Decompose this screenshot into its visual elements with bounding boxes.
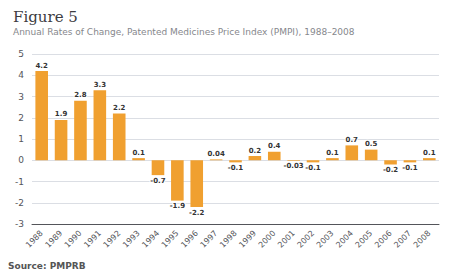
svg-text:2006: 2006 xyxy=(373,229,394,250)
svg-text:0.5: 0.5 xyxy=(365,140,378,148)
svg-text:2003: 2003 xyxy=(315,229,336,250)
svg-text:-0.7: -0.7 xyxy=(150,177,165,185)
svg-text:4.2: 4.2 xyxy=(35,62,48,70)
svg-text:0.2: 0.2 xyxy=(249,147,262,155)
svg-text:0.1: 0.1 xyxy=(423,149,436,157)
svg-text:4: 4 xyxy=(18,70,24,80)
svg-text:3.3: 3.3 xyxy=(94,81,107,89)
svg-text:5: 5 xyxy=(18,49,24,59)
svg-text:Source: PMPRB: Source: PMPRB xyxy=(8,261,86,271)
svg-text:0.4: 0.4 xyxy=(268,142,281,150)
svg-text:1996: 1996 xyxy=(179,229,200,250)
svg-text:2008: 2008 xyxy=(412,229,433,250)
svg-text:2: 2 xyxy=(18,113,24,123)
svg-text:2002: 2002 xyxy=(295,229,316,250)
svg-text:1988: 1988 xyxy=(24,229,45,250)
svg-text:0: 0 xyxy=(18,155,24,165)
svg-text:1: 1 xyxy=(18,134,24,144)
svg-text:2004: 2004 xyxy=(334,229,355,250)
svg-text:Annual Rates of Change, Patent: Annual Rates of Change, Patented Medicin… xyxy=(13,27,355,37)
svg-text:3: 3 xyxy=(18,92,24,102)
svg-text:2005: 2005 xyxy=(354,229,375,250)
svg-text:-2: -2 xyxy=(15,198,24,208)
svg-text:2000: 2000 xyxy=(257,229,278,250)
svg-text:1.9: 1.9 xyxy=(55,110,68,118)
svg-text:1995: 1995 xyxy=(160,229,181,250)
svg-text:-0.2: -0.2 xyxy=(383,166,398,174)
svg-text:1992: 1992 xyxy=(102,229,123,250)
svg-text:1994: 1994 xyxy=(140,229,161,250)
svg-text:-1.9: -1.9 xyxy=(170,202,185,210)
svg-text:2001: 2001 xyxy=(276,229,297,250)
svg-text:0.1: 0.1 xyxy=(132,149,145,157)
svg-text:0.04: 0.04 xyxy=(207,150,224,158)
svg-text:1999: 1999 xyxy=(237,229,258,250)
svg-text:-0.1: -0.1 xyxy=(228,164,243,172)
svg-text:-0.1: -0.1 xyxy=(402,164,417,172)
svg-text:1990: 1990 xyxy=(63,229,84,250)
svg-text:-3: -3 xyxy=(15,219,24,229)
svg-text:2.8: 2.8 xyxy=(74,91,87,99)
svg-text:2007: 2007 xyxy=(392,229,413,250)
svg-text:0.1: 0.1 xyxy=(326,149,339,157)
svg-text:2.2: 2.2 xyxy=(113,104,126,112)
svg-text:-0.03: -0.03 xyxy=(284,162,304,170)
svg-text:1991: 1991 xyxy=(82,229,103,250)
svg-text:-1: -1 xyxy=(15,177,24,187)
svg-text:Figure 5: Figure 5 xyxy=(13,8,78,26)
svg-text:1997: 1997 xyxy=(199,229,220,250)
svg-text:0.7: 0.7 xyxy=(346,136,359,144)
svg-text:-0.1: -0.1 xyxy=(305,164,320,172)
svg-text:1989: 1989 xyxy=(44,229,65,250)
svg-text:1998: 1998 xyxy=(218,229,239,250)
svg-text:1993: 1993 xyxy=(121,229,142,250)
svg-text:-2.2: -2.2 xyxy=(189,209,204,217)
